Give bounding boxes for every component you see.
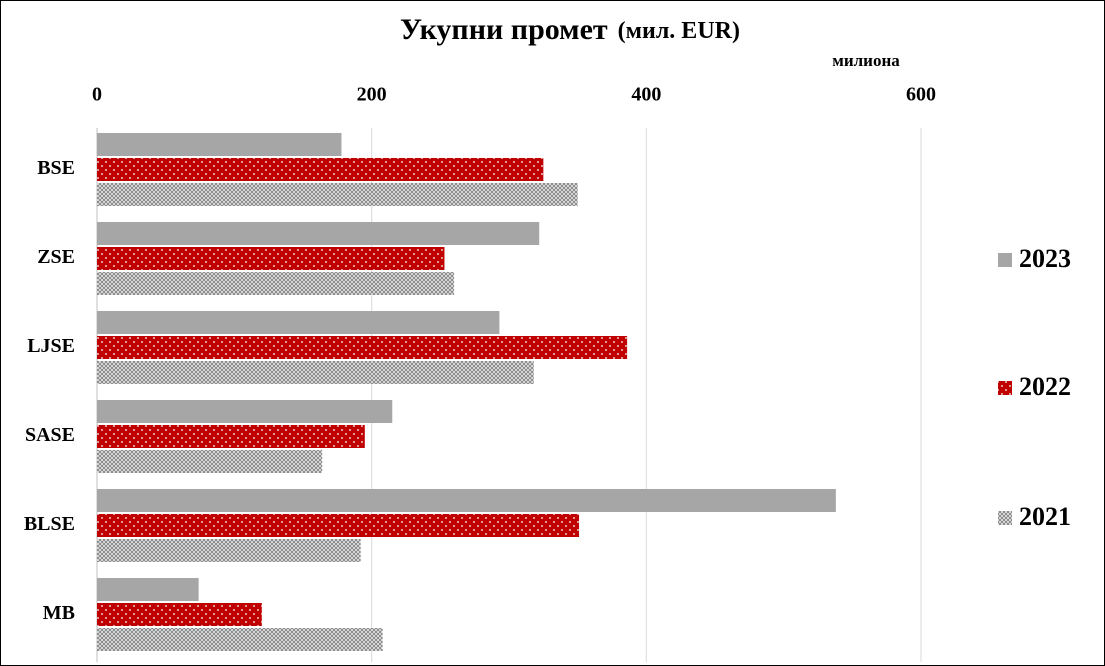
bar	[97, 133, 342, 156]
y-tick-label: ZSE	[37, 246, 75, 268]
legend-swatch	[998, 253, 1012, 267]
bar	[97, 247, 445, 270]
bar	[97, 603, 262, 626]
x-tick-label: 0	[92, 84, 102, 106]
bar	[97, 489, 836, 512]
bar	[97, 272, 455, 295]
y-tick-label: BSE	[37, 157, 75, 179]
bar	[97, 336, 628, 359]
x-axis-label: милиона	[832, 51, 900, 70]
bar	[97, 578, 199, 601]
legend-swatch	[998, 381, 1012, 395]
bar	[97, 539, 361, 562]
x-tick-label: 600	[906, 84, 936, 106]
bar	[97, 628, 383, 651]
y-tick-label: LJSE	[27, 335, 75, 357]
bar	[97, 222, 540, 245]
bar	[97, 361, 534, 384]
bar	[97, 514, 580, 537]
legend-label: 2022	[1019, 372, 1071, 401]
bar	[97, 311, 500, 334]
title-main: Укупни промет	[400, 13, 608, 46]
bar	[97, 450, 323, 473]
chart-title: Укупни промет (мил. EUR)	[400, 13, 740, 46]
y-tick-label: SASE	[25, 424, 75, 446]
x-tick-label: 400	[631, 84, 661, 106]
bar	[97, 183, 578, 206]
legend-swatch	[998, 511, 1012, 525]
x-tick-label: 200	[357, 84, 387, 106]
title-unit: (мил. EUR)	[618, 18, 740, 44]
y-tick-label: MB	[43, 602, 75, 624]
bar	[97, 425, 365, 448]
legend-label: 2023	[1019, 244, 1071, 273]
legend-label: 2021	[1019, 502, 1071, 531]
bar	[97, 158, 544, 181]
bar	[97, 400, 393, 423]
y-tick-label: BLSE	[24, 513, 75, 535]
